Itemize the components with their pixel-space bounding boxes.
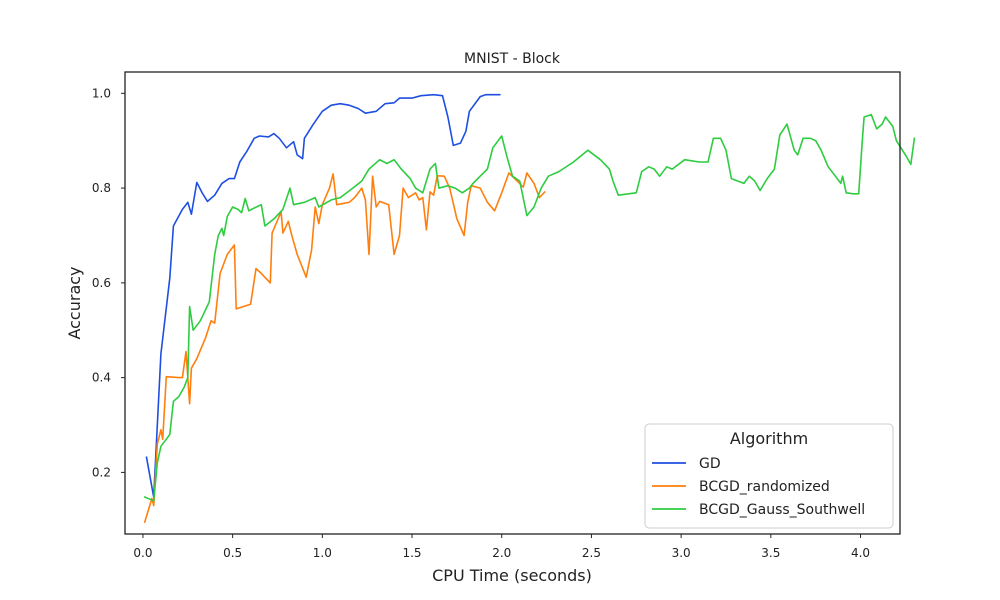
y-tick-label: 0.6 — [92, 276, 111, 290]
legend-label: BCGD_Gauss_Southwell — [699, 502, 865, 518]
y-tick-label: 0.8 — [92, 181, 111, 195]
series-line-bcgd-randomized — [143, 172, 546, 524]
y-axis-label: Accuracy — [65, 266, 84, 339]
legend-box — [644, 423, 894, 529]
x-tick-label: 2.0 — [492, 546, 511, 560]
series-layer — [143, 93, 916, 524]
x-axis-label: CPU Time (seconds) — [432, 566, 592, 585]
legend-title: Algorithm — [730, 429, 808, 448]
y-tick-label: 1.0 — [92, 86, 111, 100]
x-tick-label: 3.5 — [761, 546, 780, 560]
legend: Algorithm GD BCGD_randomized BCGD_Gauss_So… — [644, 423, 894, 529]
x-tick-label: 0.5 — [223, 546, 242, 560]
x-axis: 0.0 0.5 1.0 1.5 2.0 2.5 3.0 3.5 4.0 — [133, 534, 870, 560]
x-tick-label: 3.0 — [672, 546, 691, 560]
x-tick-label: 4.0 — [851, 546, 870, 560]
plot-frame — [124, 71, 901, 535]
x-tick-label: 1.5 — [402, 546, 421, 560]
legend-label: GD — [699, 456, 721, 472]
chart-title: MNIST - Block — [464, 51, 561, 67]
series-line-bcgd-gauss-southwell — [143, 113, 916, 502]
x-tick-label: 1.0 — [313, 546, 332, 560]
legend-items: GD BCGD_randomized BCGD_Gauss_Southwell — [652, 456, 865, 518]
legend-label: BCGD_randomized — [699, 479, 830, 495]
x-tick-label: 2.5 — [582, 546, 601, 560]
y-axis: 0.2 0.4 0.6 0.8 1.0 — [92, 86, 125, 479]
x-tick-label: 0.0 — [133, 546, 152, 560]
series-line-gd — [145, 93, 501, 498]
y-tick-label: 0.4 — [92, 371, 111, 385]
y-tick-label: 0.2 — [92, 465, 111, 479]
